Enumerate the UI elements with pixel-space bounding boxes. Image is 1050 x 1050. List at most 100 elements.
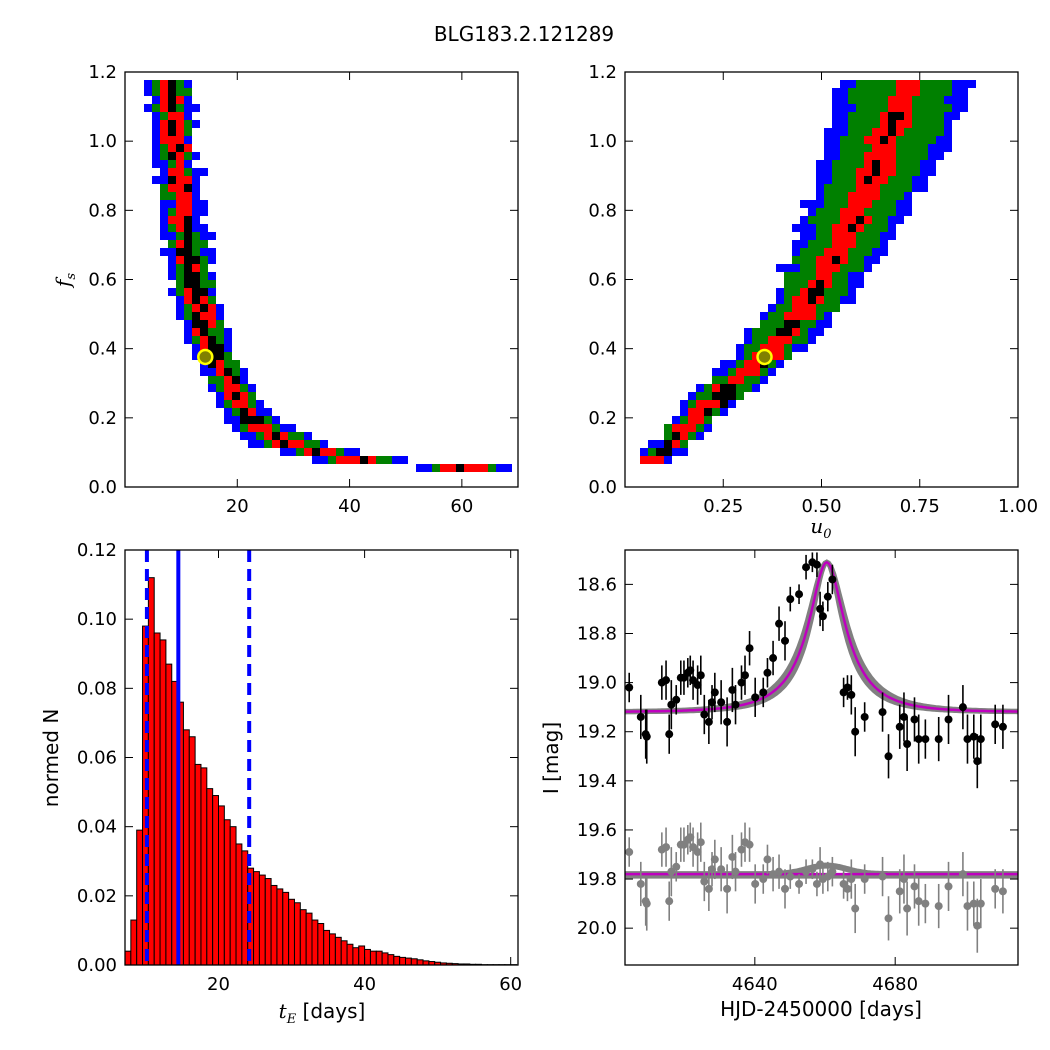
histogram-bar: [311, 919, 319, 965]
histogram-bar: [125, 950, 132, 965]
data-point: [786, 872, 795, 881]
posterior-cell: [248, 416, 256, 424]
data-point: [737, 845, 746, 854]
posterior-cell: [728, 376, 744, 384]
data-point: [696, 671, 705, 680]
posterior-cell: [192, 312, 216, 320]
data-point: [976, 899, 985, 908]
data-point: [944, 882, 953, 891]
posterior-cell: [712, 392, 720, 400]
histogram-bar: [264, 878, 272, 965]
y-tick-label: 19.4: [577, 771, 617, 792]
data-point: [642, 732, 651, 741]
data-point: [884, 752, 893, 761]
posterior-cell: [808, 288, 816, 296]
data-point: [686, 666, 695, 675]
histogram-bar: [381, 952, 389, 965]
posterior-cell: [736, 368, 760, 376]
histogram-bar: [323, 929, 331, 965]
data-point: [802, 867, 811, 876]
posterior-cell: [184, 264, 192, 272]
data-point: [723, 884, 732, 893]
histogram-bar: [159, 639, 167, 965]
histogram-bar: [358, 945, 366, 965]
data-point: [843, 683, 852, 692]
posterior-cell: [168, 112, 184, 120]
data-point: [860, 712, 869, 721]
data-point: [812, 879, 821, 888]
posterior-cell: [872, 144, 896, 152]
y-tick-label: 0.2: [588, 408, 617, 429]
posterior-cell: [184, 240, 192, 248]
data-point: [878, 872, 887, 881]
posterior-cell: [176, 176, 192, 184]
posterior-cell: [728, 392, 736, 400]
x-axis-label: HJD-2450000 [days]: [720, 997, 922, 1021]
posterior-cell: [192, 256, 200, 264]
data-point: [851, 904, 860, 913]
histogram-bar: [276, 888, 284, 965]
data-point: [636, 712, 645, 721]
posterior-cell: [240, 408, 248, 416]
y-tick-label: 19.8: [577, 869, 617, 890]
data-point: [763, 668, 772, 677]
y-axis-label: I [mag]: [539, 722, 563, 794]
posterior-cell: [192, 320, 200, 328]
posterior-cell: [832, 232, 856, 240]
y-tick-label: 0.06: [77, 748, 117, 769]
data-point: [781, 636, 790, 645]
data-point: [914, 897, 923, 906]
posterior-cell: [168, 168, 184, 176]
posterior-cell: [216, 344, 224, 352]
data-point: [717, 865, 726, 874]
posterior-cell: [720, 384, 728, 392]
data-point: [921, 899, 930, 908]
data-point: [818, 612, 827, 621]
posterior-cell: [816, 288, 824, 296]
data-point: [731, 867, 740, 876]
data-point: [895, 887, 904, 896]
histogram-bar: [364, 948, 371, 965]
data-point: [903, 904, 912, 913]
y-tick-label: 1.0: [88, 131, 117, 152]
posterior-cell: [192, 280, 200, 288]
posterior-cell: [192, 272, 200, 280]
data-point: [775, 619, 784, 628]
x-axis-label: u0: [810, 514, 831, 542]
data-point: [910, 882, 919, 891]
posterior-cell: [232, 376, 240, 384]
histogram-bar: [340, 940, 348, 965]
data-point: [667, 867, 676, 876]
data-point: [700, 710, 709, 719]
posterior-cell: [224, 368, 232, 376]
histogram-bar: [387, 954, 395, 965]
posterior-cell: [696, 400, 720, 408]
data-point: [665, 730, 674, 739]
posterior-cell: [640, 456, 664, 464]
data-point: [802, 563, 811, 572]
posterior-cell: [664, 448, 672, 456]
data-point: [759, 875, 768, 884]
posterior-cell: [672, 432, 680, 440]
posterior-cell: [784, 328, 792, 336]
y-tick-label: 0.02: [77, 886, 117, 907]
posterior-cell: [168, 184, 184, 192]
data-point: [763, 855, 772, 864]
posterior-cell: [224, 376, 232, 384]
histogram-bar: [212, 795, 220, 965]
plot-area: [125, 550, 518, 965]
y-tick-label: 1.0: [588, 131, 617, 152]
histogram-bar: [258, 874, 266, 965]
data-point: [672, 695, 681, 704]
posterior-cell: [720, 400, 728, 408]
data-point: [944, 715, 953, 724]
histogram-bar: [410, 958, 418, 965]
data-point: [991, 884, 1000, 893]
posterior-cell: [184, 256, 192, 264]
data-point: [708, 698, 717, 707]
axes-frame: [624, 549, 1019, 966]
histogram-bar: [270, 884, 278, 965]
posterior-cell: [832, 240, 856, 248]
posterior-cell: [816, 264, 840, 272]
histogram-bar: [282, 891, 290, 965]
